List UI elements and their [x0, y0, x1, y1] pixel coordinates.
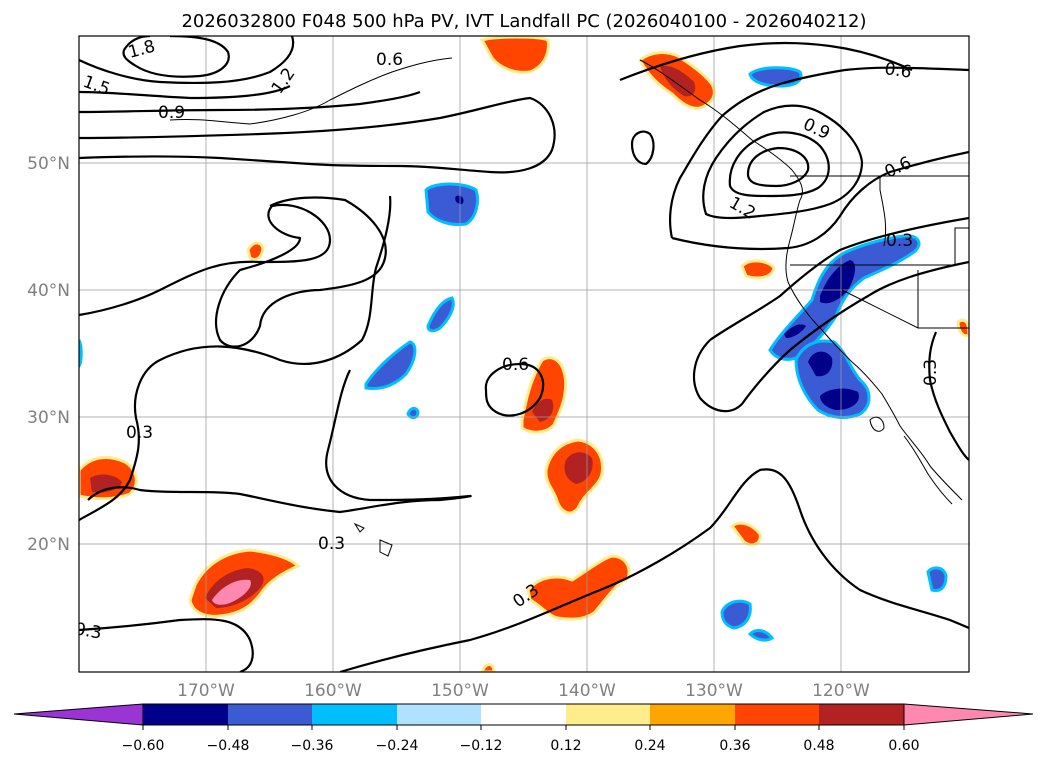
lon-label: 140°W	[558, 681, 616, 701]
neg-feature-california-core	[820, 260, 856, 304]
colorbar-segment	[735, 704, 819, 725]
pos-feature-mid1-core	[532, 398, 554, 422]
contour-1.5-northwest	[79, 36, 295, 85]
colorbar-segment	[228, 704, 312, 725]
colorbar-segment	[481, 704, 566, 725]
neg-feature-socal-core1	[808, 351, 833, 377]
contour-0.3-east	[928, 331, 969, 461]
contour-1.2-northwest	[79, 85, 291, 100]
coastlines	[169, 57, 969, 557]
neg-feature-socal-core2	[820, 388, 859, 410]
contour-label: 0.3	[886, 231, 913, 251]
contour-0.6-trough	[669, 66, 969, 251]
contour-label: 0.3	[921, 359, 941, 386]
contour-label: 0.6	[376, 50, 403, 70]
colorbar-tick: −0.24	[376, 738, 419, 754]
neg-feature-6	[720, 599, 752, 630]
pos-feature-bc-core	[660, 65, 696, 97]
contour-0.3-center	[87, 369, 472, 514]
latitude-labels: 50°N 40°N 30°N 20°N	[27, 154, 70, 555]
pos-feature-top	[479, 36, 550, 74]
contour-0.3-ca-ridge	[693, 216, 969, 413]
colorbar-segment	[566, 704, 650, 725]
contour-0.3-main	[79, 195, 392, 521]
colorbar-tick: 0.48	[803, 738, 834, 754]
pv-anomaly-shading	[79, 36, 969, 672]
contour-small-loop	[630, 130, 655, 166]
contour-0.3-northwest	[79, 196, 387, 348]
neg-feature-8	[926, 566, 948, 592]
colorbar-segment	[650, 704, 735, 725]
pos-feature-tiny	[480, 663, 496, 672]
colorbar-max-extension	[904, 704, 1033, 725]
pos-feature-sw-peak	[212, 579, 251, 605]
neg-feature-2	[426, 296, 455, 333]
contour-1.5-trough	[746, 146, 810, 188]
colorbar-tick: 0.36	[719, 738, 750, 754]
positive-anomalies	[79, 36, 969, 672]
contour-label: 0.6	[502, 355, 529, 375]
colorbar-segment	[397, 704, 481, 725]
contour-0.9-northwest	[79, 90, 421, 114]
colorbar-tick: −0.60	[122, 738, 165, 754]
lon-label: 160°W	[304, 681, 362, 701]
pos-feature-mid1	[520, 356, 568, 434]
neg-feature-3	[364, 340, 417, 390]
colorbar-segment	[312, 704, 397, 725]
colorbar: −0.60 −0.48 −0.36 −0.24 −0.12 0.12 0.24 …	[13, 703, 1034, 754]
lat-label: 30°N	[27, 408, 70, 428]
colorbar-tick: −0.12	[460, 738, 503, 754]
contour-0.9-trough	[702, 104, 864, 220]
contour-label: 0.6	[883, 59, 913, 83]
contour-label: 0.3	[73, 619, 103, 643]
map-title: 2026032800 F048 500 hPa PV, IVT Landfall…	[181, 11, 866, 32]
graticule	[79, 36, 969, 672]
contour-label: 0.3	[126, 423, 153, 443]
colorbar-ticks: −0.60 −0.48 −0.36 −0.24 −0.12 0.12 0.24 …	[122, 738, 920, 754]
contour-0.3-south	[79, 468, 969, 672]
pos-feature-small1	[246, 241, 265, 262]
colorbar-min-extension	[14, 704, 143, 725]
pv-contours	[79, 36, 969, 672]
lon-label: 150°W	[431, 681, 489, 701]
contour-1.2-trough	[728, 131, 830, 198]
contour-0.6-bc	[619, 41, 913, 82]
colorbar-tick: −0.48	[207, 738, 250, 754]
neg-feature-5	[748, 66, 803, 88]
map-frame	[78, 35, 970, 673]
lon-label: 170°W	[177, 681, 235, 701]
pos-feature-mid2-core	[564, 452, 593, 484]
negative-anomalies	[79, 66, 948, 642]
neg-feature-4	[406, 406, 420, 420]
contour-0.6-pacific	[484, 362, 545, 417]
longitude-labels: 170°W 160°W 150°W 140°W 130°W 120°W	[177, 681, 870, 701]
lat-label: 50°N	[27, 154, 70, 174]
contour-0.6-northwest	[79, 96, 556, 174]
colorbar-tick: 0.12	[550, 738, 581, 754]
neg-feature-1	[424, 182, 480, 226]
neg-feature-ca-tongue	[784, 324, 806, 338]
contour-label: 0.3	[318, 534, 345, 554]
lat-label: 20°N	[27, 535, 70, 555]
neg-feature-7	[747, 629, 775, 642]
colorbar-segment	[143, 704, 228, 725]
pos-feature-small3	[740, 259, 776, 280]
map-area: 1.8 1.5 1.2 0.9 0.6 0.6 0.9 1.2 0.6 0.3 …	[73, 36, 969, 672]
contour-label: 0.9	[158, 103, 185, 123]
colorbar-segment	[819, 704, 904, 725]
colorbar-tick: −0.36	[291, 738, 334, 754]
lon-label: 130°W	[685, 681, 743, 701]
colorbar-tick: 0.60	[888, 738, 919, 754]
colorbar-tick: 0.24	[634, 738, 665, 754]
lon-label: 120°W	[812, 681, 870, 701]
lat-label: 40°N	[27, 281, 70, 301]
neg-feature-1-core	[455, 195, 464, 204]
